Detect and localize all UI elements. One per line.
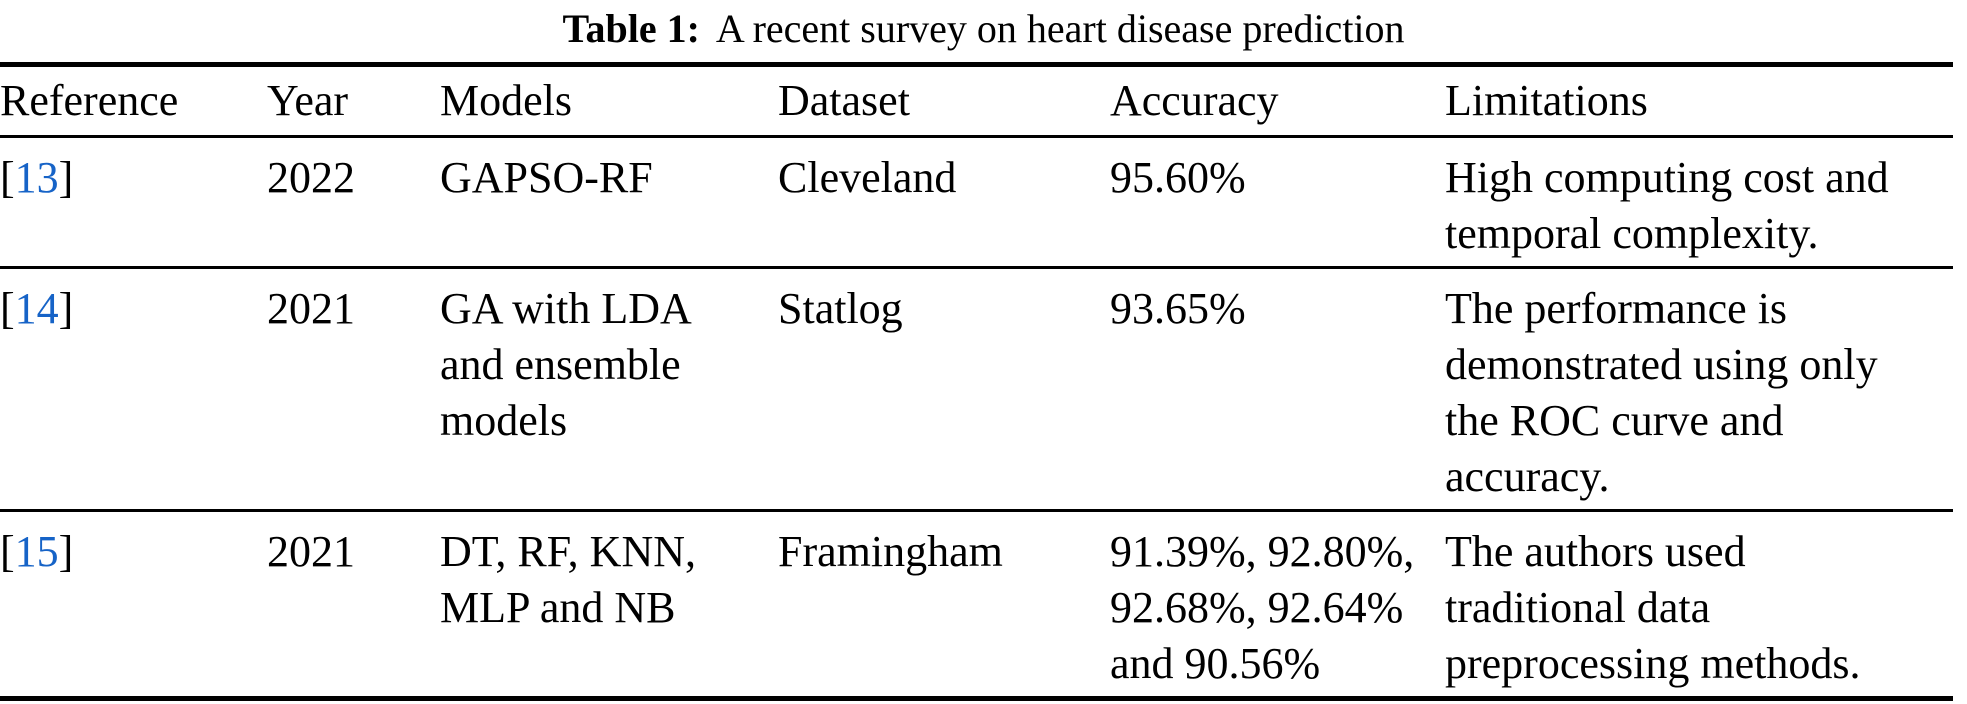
year-cell: 2021 xyxy=(267,527,355,576)
accuracy-cell: 93.65% xyxy=(1110,284,1246,333)
models-cell: GA with LDA and ensemble models xyxy=(440,284,692,445)
limitations-cell: The authors used traditional data prepro… xyxy=(1445,527,1861,688)
dataset-cell: Statlog xyxy=(778,284,903,333)
dataset-cell: Cleveland xyxy=(778,153,957,202)
survey-table: Reference Year Models Dataset Accuracy L… xyxy=(0,62,1953,701)
header-row: Reference Year Models Dataset Accuracy L… xyxy=(0,64,1953,138)
bracket-open: [ xyxy=(0,527,15,576)
table-caption: Table 1: A recent survey on heart disease… xyxy=(0,0,1967,62)
year-cell: 2021 xyxy=(267,284,355,333)
bracket-open: [ xyxy=(0,284,15,333)
accuracy-cell: 91.39%, 92.80%, 92.68%, 92.64% and 90.56… xyxy=(1110,527,1415,688)
bracket-close: ] xyxy=(58,284,74,333)
table-caption-text: A recent survey on heart disease predict… xyxy=(715,6,1405,51)
table-caption-label: Table 1: xyxy=(562,6,700,51)
bracket-close: ] xyxy=(58,527,74,576)
table-row: [13] 2022 GAPSO-RF Cleveland 95.60% High… xyxy=(0,137,1953,268)
citation-link-13[interactable]: 13 xyxy=(14,153,59,202)
citation-link-14[interactable]: 14 xyxy=(14,284,59,333)
limitations-cell: High computing cost and temporal complex… xyxy=(1445,153,1889,258)
table-body: [13] 2022 GAPSO-RF Cleveland 95.60% High… xyxy=(0,137,1953,699)
column-header-reference: Reference xyxy=(0,64,267,138)
models-cell: DT, RF, KNN, MLP and NB xyxy=(440,527,697,632)
column-header-accuracy: Accuracy xyxy=(1110,64,1445,138)
dataset-cell: Framingham xyxy=(778,527,1003,576)
bracket-open: [ xyxy=(0,153,15,202)
limitations-cell: The performance is demonstrated using on… xyxy=(1445,284,1878,501)
citation-link-15[interactable]: 15 xyxy=(14,527,59,576)
column-header-dataset: Dataset xyxy=(778,64,1110,138)
reference-cell: [15] xyxy=(0,511,267,699)
table-row: [14] 2021 GA with LDA and ensemble model… xyxy=(0,268,1953,511)
column-header-year: Year xyxy=(267,64,440,138)
column-header-models: Models xyxy=(440,64,778,138)
table-row: [15] 2021 DT, RF, KNN, MLP and NB Framin… xyxy=(0,511,1953,699)
models-cell: GAPSO-RF xyxy=(440,153,653,202)
reference-cell: [14] xyxy=(0,268,267,511)
table-header: Reference Year Models Dataset Accuracy L… xyxy=(0,64,1953,138)
accuracy-cell: 95.60% xyxy=(1110,153,1246,202)
year-cell: 2022 xyxy=(267,153,355,202)
bracket-close: ] xyxy=(58,153,74,202)
reference-cell: [13] xyxy=(0,137,267,268)
column-header-limitations: Limitations xyxy=(1445,64,1953,138)
